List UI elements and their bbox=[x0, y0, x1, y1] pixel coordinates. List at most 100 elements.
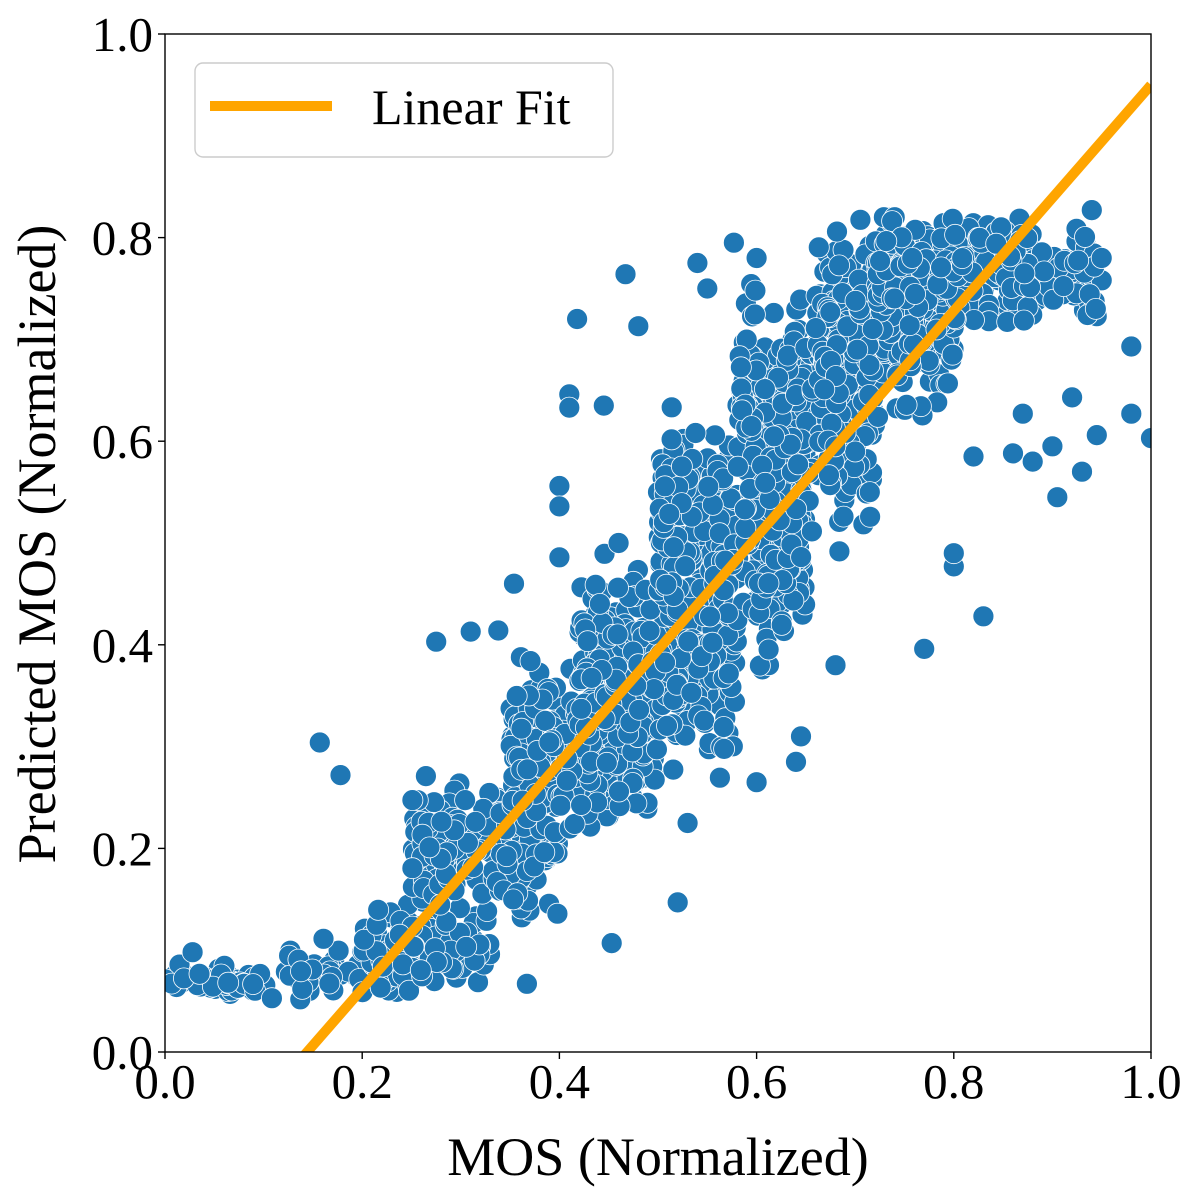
scatter-point bbox=[727, 455, 749, 478]
scatter-point bbox=[409, 959, 432, 982]
scatter-point bbox=[312, 927, 335, 950]
scatter-point bbox=[818, 464, 840, 487]
scatter-point bbox=[828, 254, 850, 277]
scatter-point bbox=[944, 223, 966, 246]
scatter-point bbox=[1120, 335, 1143, 358]
data-points bbox=[165, 199, 1151, 1011]
scatter-point bbox=[308, 731, 331, 754]
scatter-point bbox=[369, 976, 392, 999]
x-tick-label: 1.0 bbox=[1120, 1054, 1181, 1109]
scatter-point bbox=[1046, 486, 1069, 509]
scatter-point bbox=[869, 250, 891, 272]
scatter-point bbox=[962, 445, 985, 468]
scatter-point bbox=[709, 766, 731, 789]
scatter-point bbox=[813, 378, 836, 401]
scatter-point bbox=[790, 546, 812, 568]
scatter-point bbox=[455, 935, 478, 958]
scatter-point bbox=[717, 602, 739, 625]
scatter-point bbox=[744, 303, 766, 326]
scatter-point bbox=[849, 208, 872, 231]
scatter-point bbox=[1067, 249, 1090, 272]
scatter-point bbox=[242, 973, 265, 995]
x-tick-label: 0.6 bbox=[726, 1054, 787, 1109]
scatter-point bbox=[487, 619, 510, 642]
scatter-point bbox=[1140, 427, 1151, 449]
scatter-point bbox=[901, 247, 924, 269]
scatter-point bbox=[745, 771, 768, 794]
scatter-point bbox=[680, 681, 703, 704]
scatter-point bbox=[708, 522, 731, 545]
scatter-point bbox=[941, 343, 964, 366]
scatter-point bbox=[181, 941, 204, 964]
scatter-point bbox=[401, 789, 424, 811]
scatter-point bbox=[606, 623, 629, 646]
scatter-point bbox=[589, 593, 611, 615]
scatter-point bbox=[972, 605, 995, 628]
y-tick-label: 1.0 bbox=[92, 7, 153, 62]
scatter-point bbox=[398, 979, 420, 1002]
scatter-point bbox=[1120, 402, 1143, 425]
scatter-point bbox=[858, 354, 881, 377]
scatter-point bbox=[607, 576, 629, 599]
scatter-point bbox=[701, 631, 724, 654]
scatter-point bbox=[188, 963, 211, 985]
scatter-point bbox=[671, 455, 693, 478]
scatter-point bbox=[607, 532, 630, 554]
scatter-point bbox=[627, 315, 650, 338]
plot-frame bbox=[164, 33, 1152, 1053]
legend-box bbox=[194, 62, 614, 158]
scatter-point bbox=[503, 572, 525, 595]
scatter-point bbox=[1041, 435, 1064, 458]
y-tick-label: 0.6 bbox=[92, 414, 153, 469]
scatter-point bbox=[654, 475, 676, 498]
scatter-point bbox=[1033, 260, 1055, 283]
scatter-point bbox=[456, 831, 479, 854]
scatter-point bbox=[757, 572, 780, 595]
scatter-point bbox=[1084, 297, 1107, 320]
scatter-point bbox=[666, 891, 689, 914]
scatter-point bbox=[217, 971, 240, 994]
scatter-point bbox=[1013, 262, 1036, 285]
scatter-point bbox=[734, 498, 756, 521]
x-tick-label: 0.8 bbox=[923, 1054, 984, 1109]
legend: Linear Fit bbox=[194, 62, 614, 158]
linear-fit-line bbox=[300, 81, 1151, 1052]
y-tick-label: 0.8 bbox=[92, 211, 153, 266]
scatter-point bbox=[937, 372, 959, 395]
scatter-point bbox=[807, 236, 830, 259]
scatter-point bbox=[401, 857, 424, 880]
scatter-point bbox=[699, 605, 721, 628]
scatter-point bbox=[684, 422, 707, 444]
scatter-point bbox=[546, 902, 569, 925]
scatter-point bbox=[770, 614, 793, 636]
scatter-point bbox=[844, 289, 867, 312]
scatter-point bbox=[861, 318, 884, 340]
scatter-point bbox=[502, 888, 525, 911]
scatter-point bbox=[600, 932, 623, 954]
scatter-point bbox=[638, 620, 661, 642]
scatter-point bbox=[832, 505, 855, 528]
scatter-point bbox=[425, 630, 448, 653]
scatter-point bbox=[584, 574, 607, 596]
scatter-point bbox=[430, 810, 453, 833]
scatter-point bbox=[785, 751, 807, 773]
scatter-point bbox=[566, 308, 588, 330]
scatter-point bbox=[801, 520, 823, 543]
scatter-point bbox=[875, 230, 898, 253]
scatter-point bbox=[533, 841, 556, 864]
scatter-point bbox=[1011, 402, 1034, 425]
scatter-point bbox=[260, 987, 283, 1010]
scatter-point bbox=[696, 277, 719, 300]
scatter-point bbox=[858, 481, 881, 504]
y-tick-label: 0.4 bbox=[92, 618, 153, 673]
scatter-point bbox=[819, 301, 842, 324]
scatter-point bbox=[1061, 386, 1083, 409]
scatter-point bbox=[754, 378, 776, 401]
scatter-point bbox=[367, 899, 390, 921]
y-tick-label: 0.0 bbox=[92, 1025, 153, 1080]
scatter-point bbox=[677, 630, 700, 653]
scatter-point bbox=[828, 540, 851, 563]
scatter-point bbox=[1080, 199, 1103, 222]
scatter-point bbox=[881, 210, 903, 233]
scatter-point bbox=[826, 220, 848, 243]
